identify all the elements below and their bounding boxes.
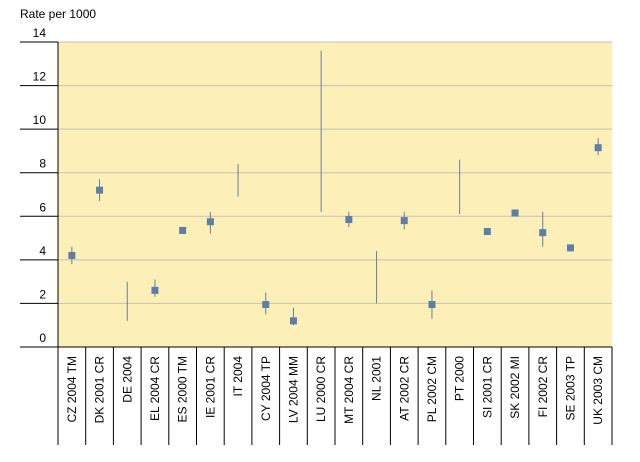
x-tick-label: LU 2000 CR bbox=[314, 356, 328, 422]
x-tick-label: DK 2001 CR bbox=[93, 356, 107, 424]
data-point bbox=[151, 286, 159, 294]
y-axis-label: Rate per 1000 bbox=[20, 7, 96, 21]
data-point bbox=[68, 252, 76, 259]
y-tick-label: 2 bbox=[39, 287, 46, 301]
data-point bbox=[566, 244, 574, 252]
data-point bbox=[262, 301, 270, 309]
x-tick-label: LV 2004 MM bbox=[286, 356, 300, 423]
y-tick-label: 0 bbox=[39, 331, 46, 345]
x-tick-label: ES 2000 TM bbox=[176, 356, 190, 422]
data-point bbox=[179, 226, 187, 234]
data-point bbox=[289, 317, 297, 325]
x-tick-label: SK 2002 MI bbox=[508, 356, 522, 419]
markers bbox=[68, 144, 602, 325]
x-tick-label: MT 2004 CR bbox=[342, 356, 356, 424]
x-tick-label: NL 2001 bbox=[370, 356, 384, 401]
y-tick-label: 14 bbox=[33, 26, 47, 40]
y-tick-label: 6 bbox=[39, 200, 46, 214]
x-tick-label: PT 2000 bbox=[453, 356, 467, 401]
x-tick-label: SI 2001 CR bbox=[480, 356, 494, 418]
x-tick-label: SE 2003 TP bbox=[563, 356, 577, 421]
data-point bbox=[400, 217, 408, 225]
data-point bbox=[206, 218, 214, 226]
y-tick-label: 10 bbox=[33, 113, 47, 127]
x-tick-label: PL 2002 CM bbox=[425, 356, 439, 422]
x-tick-label: FI 2002 CR bbox=[536, 356, 550, 418]
plot-area bbox=[58, 42, 612, 347]
data-point bbox=[483, 228, 491, 236]
x-tick-label: CY 2004 TP bbox=[259, 356, 273, 421]
gridlines bbox=[58, 41, 612, 304]
data-point bbox=[428, 301, 436, 309]
x-tick-label: IE 2001 CR bbox=[203, 356, 217, 418]
x-tick-label: UK 2003 CM bbox=[591, 356, 605, 425]
y-tick-label: 4 bbox=[39, 244, 46, 258]
data-point bbox=[594, 144, 602, 152]
x-tick-label: CZ 2004 TM bbox=[65, 356, 79, 422]
data-point bbox=[511, 209, 519, 217]
axes bbox=[57, 42, 613, 445]
y-ticks: 0 2 4 6 8 10 12 14 bbox=[20, 26, 58, 348]
y-tick-label: 8 bbox=[39, 157, 46, 171]
x-tick-label: AT 2002 CR bbox=[397, 356, 411, 421]
y-tick-label: 12 bbox=[33, 70, 47, 84]
data-point bbox=[345, 216, 353, 224]
data-point bbox=[539, 229, 547, 237]
x-tick-label: IT 2004 bbox=[231, 356, 245, 397]
data-point bbox=[96, 186, 104, 194]
x-tick-label: EL 2004 CR bbox=[148, 356, 162, 421]
x-tick-labels: CZ 2004 TM DK 2001 CR DE 2004 EL 2004 CR ES … bbox=[65, 356, 605, 425]
x-tick-label: DE 2004 bbox=[120, 356, 134, 403]
